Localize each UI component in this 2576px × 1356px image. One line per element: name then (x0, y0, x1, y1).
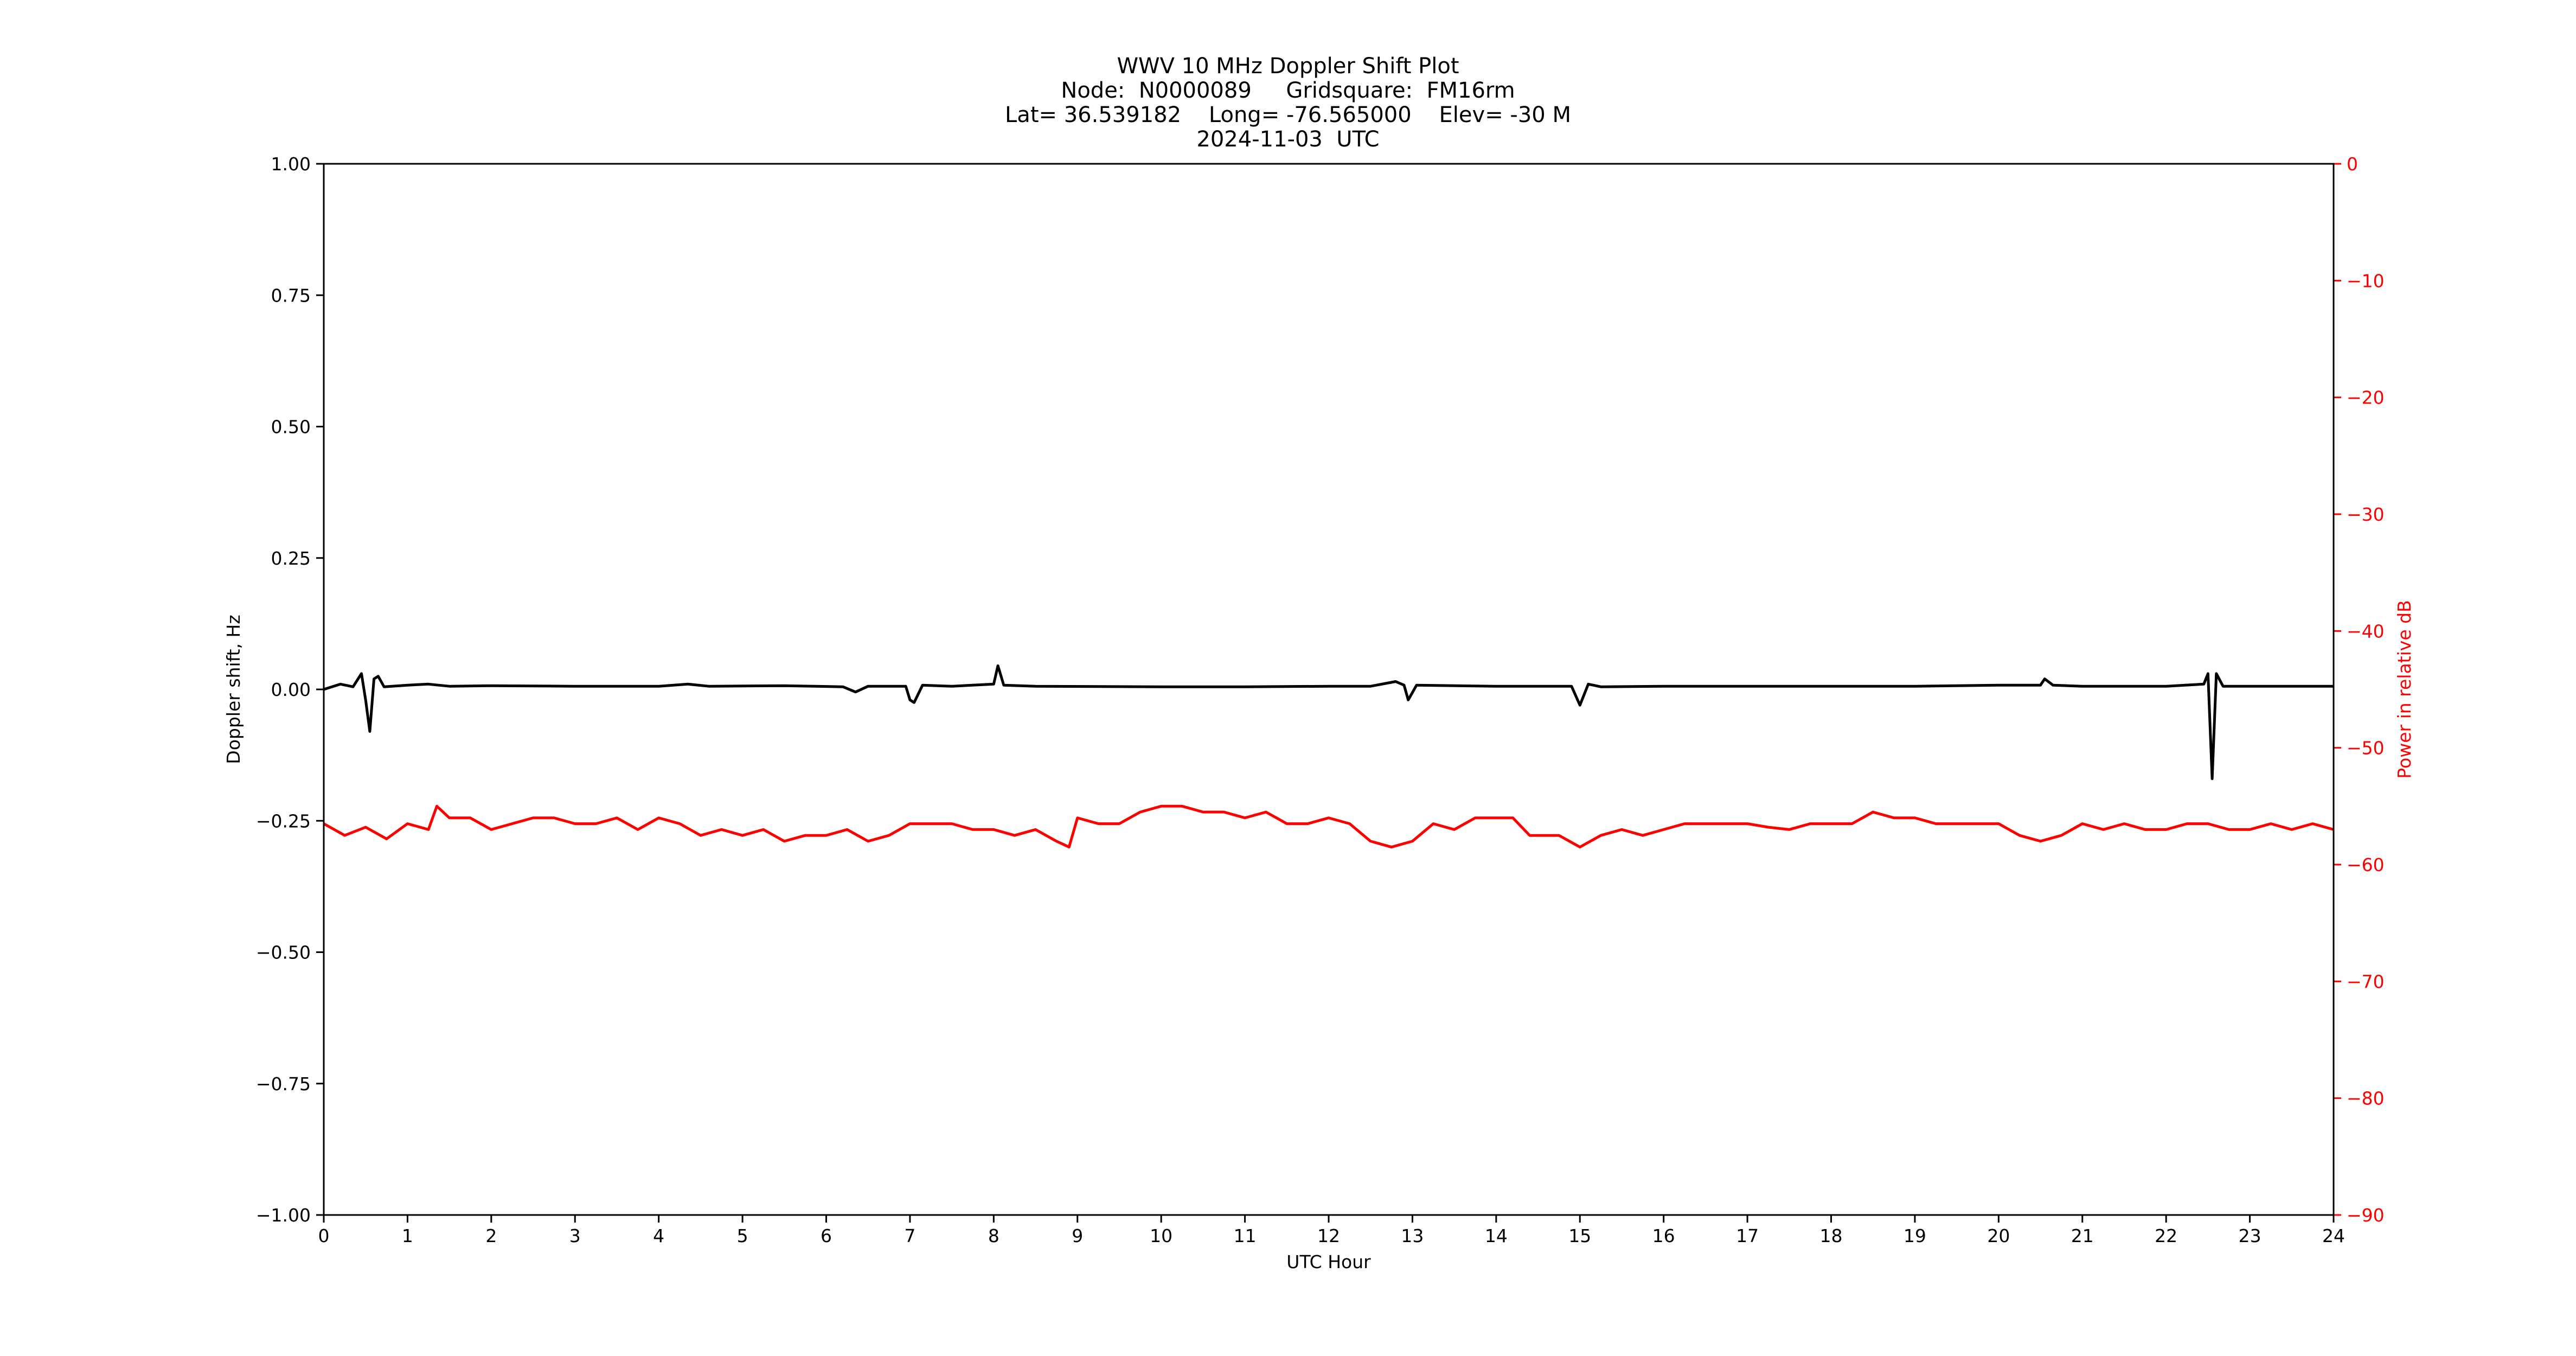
right-y-tick-label: −90 (2347, 1205, 2385, 1226)
x-tick-label: 20 (1987, 1225, 2010, 1246)
left-y-tick-label: 0.00 (271, 679, 311, 700)
left-y-tick-label: 0.75 (271, 285, 311, 306)
x-tick-label: 24 (2322, 1225, 2345, 1246)
x-tick-label: 15 (1568, 1225, 1591, 1246)
right-y-tick-label: −20 (2347, 387, 2385, 408)
series-layer (323, 664, 2334, 849)
right-y-tick-label: −60 (2347, 854, 2385, 875)
left-y-tick-label: 0.25 (271, 548, 311, 569)
power-series-line (323, 804, 2334, 849)
x-tick-label: 11 (1234, 1225, 1257, 1246)
left-y-tick-label: −0.25 (256, 810, 311, 831)
x-tick-label: 22 (2155, 1225, 2177, 1246)
chart-subtitle-location: Lat= 36.539182 Long= -76.565000 Elev= -3… (1005, 103, 1571, 127)
right-y-tick-label: 0 (2347, 153, 2358, 175)
right-y-tick-label: −50 (2347, 738, 2385, 759)
x-tick-label: 19 (1904, 1225, 1926, 1246)
right-y-axis: 0 −10 −20 −30 −40 −50 −60 −70 −80 −90 (2334, 153, 2385, 1226)
right-y-tick-label: −80 (2347, 1088, 2385, 1109)
left-y-tick-label: −0.75 (256, 1073, 311, 1095)
x-tick-label: 17 (1736, 1225, 1759, 1246)
x-tick-label: 23 (2239, 1225, 2261, 1246)
x-tick-label: 9 (1072, 1225, 1083, 1246)
x-tick-label: 2 (485, 1225, 497, 1246)
x-tick-label: 3 (569, 1225, 581, 1246)
chart-subtitle-date: 2024-11-03 UTC (1196, 127, 1380, 152)
x-tick-label: 5 (737, 1225, 748, 1246)
x-tick-label: 18 (1820, 1225, 1843, 1246)
x-tick-label: 21 (2071, 1225, 2094, 1246)
left-y-axis-label: Doppler shift, Hz (223, 615, 244, 764)
left-y-axis: 1.00 0.75 0.50 0.25 0.00 −0.25 −0.50 −0.75 −1.00 (256, 153, 324, 1226)
x-tick-label: 1 (402, 1225, 413, 1246)
left-y-tick-label: 1.00 (271, 153, 311, 175)
left-y-tick-label: −0.50 (256, 942, 311, 963)
x-tick-label: 8 (988, 1225, 999, 1246)
x-tick-label: 10 (1150, 1225, 1172, 1246)
right-y-tick-label: −40 (2347, 621, 2385, 642)
x-tick-label: 7 (904, 1225, 915, 1246)
x-tick-label: 6 (821, 1225, 832, 1246)
x-tick-label: 0 (318, 1225, 330, 1246)
doppler-series-line (323, 664, 2334, 781)
x-axis: 0 1 2 3 4 5 6 7 8 9 10 11 12 13 14 15 16 17 18 19 20 21 22 23 24 (318, 1215, 2345, 1246)
right-y-tick-label: −70 (2347, 971, 2385, 992)
right-y-tick-label: −10 (2347, 270, 2385, 291)
x-tick-label: 12 (1317, 1225, 1340, 1246)
chart-title: WWV 10 MHz Doppler Shift Plot (1117, 54, 1459, 79)
x-axis-label: UTC Hour (1286, 1251, 1371, 1272)
plot-frame (323, 163, 2335, 1216)
x-tick-label: 13 (1401, 1225, 1424, 1246)
left-y-tick-label: −1.00 (256, 1205, 311, 1226)
x-tick-label: 14 (1485, 1225, 1508, 1246)
right-y-axis-label: Power in relative dB (2394, 600, 2415, 778)
left-y-tick-label: 0.50 (271, 417, 311, 438)
chart-subtitle-node: Node: N0000089 Gridsquare: FM16rm (1061, 78, 1515, 103)
x-tick-label: 16 (1652, 1225, 1675, 1246)
chart-title-block: WWV 10 MHz Doppler Shift Plot Node: N000… (0, 54, 2576, 152)
right-y-tick-label: −30 (2347, 504, 2385, 525)
x-tick-label: 4 (653, 1225, 664, 1246)
